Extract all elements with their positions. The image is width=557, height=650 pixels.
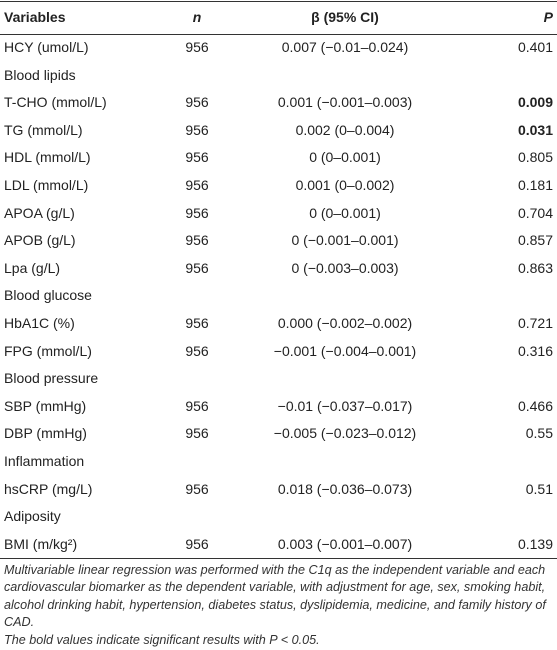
header-rule <box>0 34 557 35</box>
table-cell: 0.001 (−0.001–0.003) <box>277 94 413 111</box>
table-row: LDL (mmol/L) 956 0.001 (0–0.002) 0.181 <box>0 172 557 200</box>
table-cell: −0.001 (−0.004–0.001) <box>273 342 417 359</box>
table-cell: 956 <box>185 425 209 442</box>
table-cell: 0.001 (0–0.002) <box>295 177 395 193</box>
variable: HCY (umol/L) <box>4 39 89 55</box>
group-label: Blood glucose <box>4 287 92 304</box>
header-row: Variables n β (95% CI) P <box>0 0 557 34</box>
table-cell: 956 <box>185 342 209 359</box>
table-cell: 0.000 (−0.002–0.002) <box>277 315 413 331</box>
table-row: Blood lipids <box>0 62 557 90</box>
table-cell: 956 <box>185 94 209 111</box>
table-row: HbA1C (%) 956 0.000 (−0.002–0.002) 0.721 <box>0 310 557 338</box>
table-cell: 0.009 <box>517 94 553 111</box>
table-cell: 0.316 <box>517 342 553 359</box>
table-row: DBP (mmHg) 956 −0.005 (−0.023–0.012) 0.55 <box>0 420 557 448</box>
variable: FPG (mmol/L) <box>4 342 92 359</box>
table-cell: 0.805 <box>517 149 553 166</box>
table-cell: 0.704 <box>517 204 553 221</box>
table-cell: 0.139 <box>517 535 553 552</box>
table-cell: 956 <box>185 259 209 276</box>
table-cell: 0.007 (−0.01–0.024) <box>281 39 409 55</box>
variable: LDL (mmol/L) <box>4 177 89 193</box>
table-cell: 0.401 <box>517 39 553 55</box>
table-row: HCY (umol/L) 956 0.007 (−0.01–0.024) 0.401 <box>0 34 557 62</box>
header-cell: P <box>543 9 553 25</box>
table-cell: 956 <box>185 39 209 55</box>
table-row: Blood pressure <box>0 365 557 393</box>
group-label: Blood lipids <box>4 66 76 83</box>
table-cell: −0.005 (−0.023–0.012) <box>273 425 417 442</box>
table-row: Lpa (g/L) 956 0 (−0.003–0.003) 0.863 <box>0 255 557 283</box>
variable: HDL (mmol/L) <box>4 149 91 166</box>
table-row: Adiposity <box>0 503 557 531</box>
table-row: SBP (mmHg) 956 −0.01 (−0.037–0.017) 0.466 <box>0 393 557 421</box>
header-cell: Variables <box>4 9 66 25</box>
table-cell: 0.018 (−0.036–0.073) <box>277 480 413 497</box>
table-cell: 956 <box>185 121 209 138</box>
group-label: Blood pressure <box>4 370 99 387</box>
table-row: APOA (g/L) 956 0 (0–0.001) 0.704 <box>0 200 557 228</box>
table-row: TG (mmol/L) 956 0.002 (0–0.004) 0.031 <box>0 117 557 145</box>
table-row: Blood glucose <box>0 282 557 310</box>
table-cell: 956 <box>185 315 209 331</box>
header-cell: β (95% CI) <box>311 9 379 25</box>
table-row: Inflammation <box>0 448 557 476</box>
footnote: The bold values indicate significant res… <box>4 632 320 647</box>
table-cell: 0.031 <box>517 121 553 138</box>
table-cell: 0.55 <box>525 425 553 442</box>
variable: BMI (m/kg²) <box>4 535 78 552</box>
table-row: BMI (m/kg²) 956 0.003 (−0.001–0.007) 0.139 <box>0 531 557 559</box>
header-cell: n <box>192 9 202 25</box>
footnote: Multivariable linear regression was perf… <box>4 563 546 630</box>
variable: Lpa (g/L) <box>4 259 61 276</box>
table-cell: 0 (0–0.001) <box>309 204 381 221</box>
table-row: T-CHO (mmol/L) 956 0.001 (−0.001–0.003) 0.0… <box>0 89 557 117</box>
table-cell: 956 <box>185 149 209 166</box>
variable: TG (mmol/L) <box>4 121 83 138</box>
top-rule <box>0 1 557 2</box>
table-row: APOB (g/L) 956 0 (−0.001–0.001) 0.857 <box>0 227 557 255</box>
variable: DBP (mmHg) <box>4 425 87 442</box>
table-cell: 956 <box>185 535 209 552</box>
table-cell: 0.857 <box>517 232 553 249</box>
variable: APOB (g/L) <box>4 232 76 249</box>
variable: T-CHO (mmol/L) <box>4 94 107 111</box>
variable: SBP (mmHg) <box>4 397 87 414</box>
variable: hsCRP (mg/L) <box>4 480 93 497</box>
table-cell: 0.466 <box>517 397 553 414</box>
table-row: HDL (mmol/L) 956 0 (0–0.001) 0.805 <box>0 144 557 172</box>
table-cell: 956 <box>185 177 209 193</box>
table-cell: 956 <box>185 397 209 414</box>
table-cell: −0.01 (−0.037–0.017) <box>277 397 413 414</box>
bottom-rule <box>0 558 557 559</box>
table-cell: 0 (−0.001–0.001) <box>291 232 399 249</box>
table-cell: 0.003 (−0.001–0.007) <box>277 535 413 552</box>
table-cell: 0.863 <box>517 259 553 276</box>
table-cell: 0.721 <box>517 315 553 331</box>
table-row: hsCRP (mg/L) 956 0.018 (−0.036–0.073) 0.51 <box>0 476 557 504</box>
table-cell: 956 <box>185 204 209 221</box>
table-cell: 956 <box>185 480 209 497</box>
table-cell: 956 <box>185 232 209 249</box>
group-label: Adiposity <box>4 508 61 525</box>
table-cell: 0.51 <box>525 480 553 497</box>
table-row: FPG (mmol/L) 956 −0.001 (−0.004–0.001) 0.31… <box>0 338 557 366</box>
group-label: Inflammation <box>4 453 85 469</box>
variable: APOA (g/L) <box>4 204 75 221</box>
table-cell: 0 (−0.003–0.003) <box>291 259 399 276</box>
variable: HbA1C (%) <box>4 315 75 331</box>
table-cell: 0 (0–0.001) <box>309 149 381 166</box>
table-cell: 0.181 <box>517 177 553 193</box>
table-cell: 0.002 (0–0.004) <box>295 121 395 138</box>
